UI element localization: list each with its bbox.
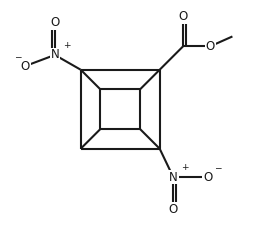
Text: −: − (214, 163, 222, 172)
Text: +: + (63, 41, 70, 50)
Text: O: O (50, 16, 59, 30)
Text: O: O (178, 10, 188, 23)
Text: N: N (169, 171, 178, 184)
Text: N: N (50, 48, 59, 62)
Text: O: O (203, 171, 212, 184)
Text: O: O (21, 60, 30, 73)
Text: +: + (181, 163, 189, 172)
Text: −: − (14, 52, 21, 61)
Text: O: O (205, 40, 215, 53)
Text: O: O (168, 203, 178, 216)
